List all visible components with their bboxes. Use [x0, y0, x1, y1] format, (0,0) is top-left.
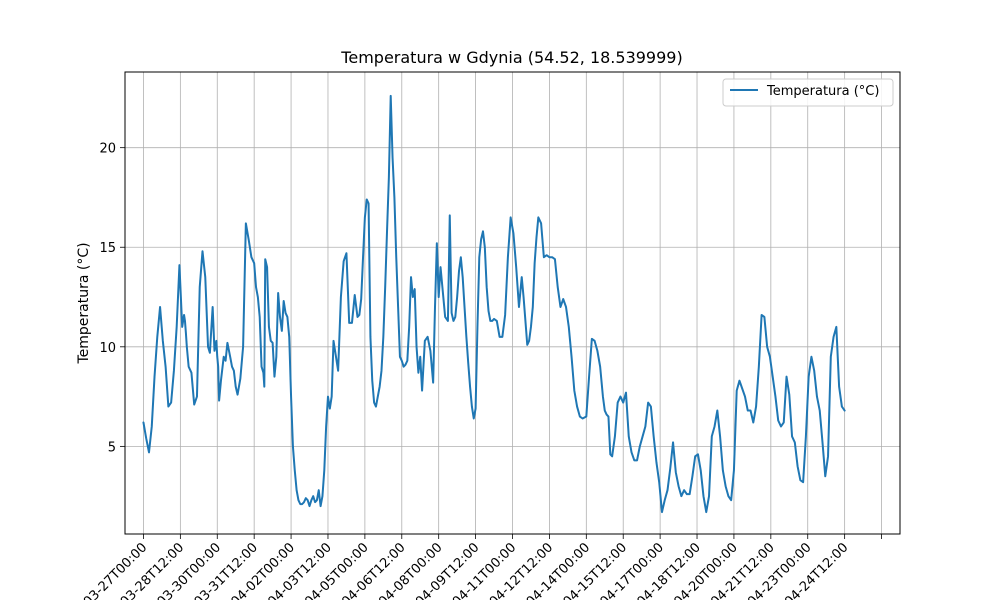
grid [125, 72, 900, 534]
y-tick-label: 15 [99, 241, 116, 256]
series-line-temperature [142, 94, 846, 514]
legend-box [722, 78, 894, 107]
legend-label: Temperatura (°C) [766, 84, 879, 99]
series-lines [142, 94, 846, 514]
chart-title: Temperatura w Gdynia (54.52, 18.539999) [340, 48, 682, 67]
y-tick-label: 5 [108, 440, 116, 455]
y-tick-label: 20 [99, 142, 116, 157]
y-tick-label: 10 [99, 341, 116, 356]
y-axis-label: Temperatura (°C) [76, 242, 92, 364]
legend: Temperatura (°C) [722, 78, 894, 107]
